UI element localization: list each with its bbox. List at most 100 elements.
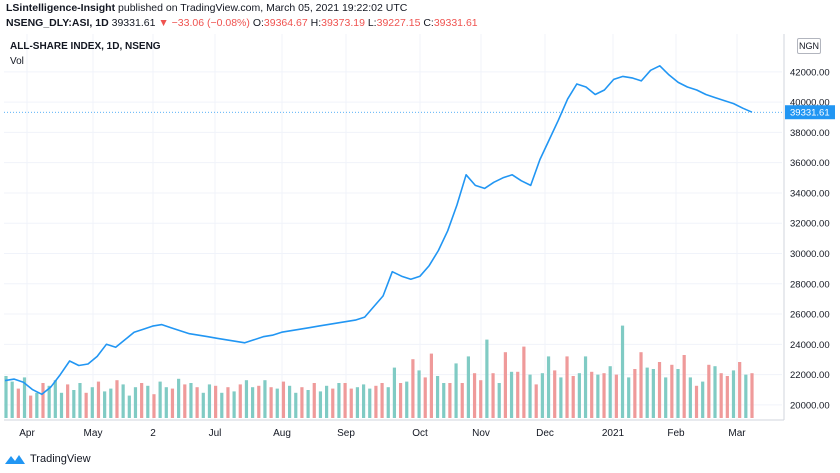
symbol-line: NSENG_DLY:ASI, 1D [6,17,109,29]
volume-bar [361,384,366,418]
volume-bar [633,369,637,418]
volume-bar [343,383,347,418]
volume-bar [398,383,403,418]
x-tick-label: 2 [150,428,156,439]
volume-bar [571,376,575,418]
volume-bar [725,376,729,418]
volume-bar [232,391,236,418]
volume-bar [300,387,304,418]
volume-bar [127,395,131,418]
y-tick-label: 36000.00 [790,158,830,169]
last-price-tag: 39331.61 [790,108,830,119]
volume-bar [355,387,360,418]
volume-bar [454,363,458,418]
close-label: C: [423,17,434,29]
low-label: L: [367,17,377,29]
volume-bar [90,387,94,418]
volume-bar [164,387,168,418]
volume-bar [312,383,316,418]
volume-bar [719,373,723,418]
volume-bar [608,366,612,418]
volume-bar [485,339,489,418]
volume-bar [275,388,279,418]
volume-bar [522,346,526,418]
price-chart[interactable]: 20000.00 22000.00 24000.00 26000.00 28000.00… [0,34,840,454]
volume-bar [29,395,33,418]
volume-legend-label[interactable]: Vol [10,56,24,67]
volume-bar [546,356,551,418]
change-value: ▼ −33.06 (−0.08%) [158,17,250,29]
volume-bar [583,356,588,418]
x-tick-label: Oct [412,428,428,439]
volume-bar [750,373,754,418]
volume-bar [694,385,699,418]
volume-bar [121,384,125,418]
volume-bar [10,381,14,418]
volume-bar [627,377,631,418]
volume-bar [84,392,88,418]
x-tick-label: Apr [19,428,35,439]
volume-bar [281,381,286,418]
volume-bar [670,364,674,418]
volume-bar [368,388,372,418]
volume-bar [411,359,415,418]
volume-bar [688,377,692,418]
volume-bar [503,352,507,418]
y-tick-label: 20000.00 [790,400,830,411]
publisher-name[interactable]: LSintelligence-Insight [6,2,116,14]
high-label: H: [310,17,322,29]
x-tick-label: Feb [667,428,685,439]
open-value: 39364.67 [263,17,308,29]
volume-bar [657,362,662,418]
volume-bar [392,367,397,418]
volume-bar [417,370,421,418]
volume-bar [614,374,618,418]
volume-bar [4,376,8,418]
volume-bar [423,377,427,418]
volume-bar [214,385,218,418]
footer-brand-label: TradingView [30,453,91,465]
y-tick-label: 30000.00 [790,249,830,260]
x-tick-label: 2021 [602,428,625,439]
volume-bar [47,385,51,418]
open-label: O: [252,17,264,29]
footer-brand[interactable]: TradingView [4,452,91,466]
y-tick-label: 38000.00 [790,128,830,139]
volume-bar [534,384,538,418]
currency-badge[interactable]: NGN [797,38,821,54]
volume-bar [374,385,378,418]
volume-bar [251,387,255,418]
chart-legend-title[interactable]: ALL-SHARE INDEX, 1D, NSENG [10,41,161,52]
x-tick-label: Nov [472,428,490,439]
volume-bar [731,370,736,418]
volume-bar [645,367,649,418]
volume-bar [146,385,150,418]
volume-bar [133,387,138,418]
last-price-tag-bg [785,105,835,120]
volume-bar [269,387,273,418]
high-value: 39373.19 [321,17,365,29]
volume-bar [66,384,70,418]
x-tick-label: Jul [209,428,222,439]
volume-bar [651,369,655,418]
y-tick-label: 26000.00 [790,310,830,321]
y-tick-label: 24000.00 [790,340,830,351]
volume-bar [744,374,748,418]
volume-bar [577,373,581,418]
volume-bar [220,392,224,418]
volume-bar [466,356,470,418]
volume-bar [516,371,520,418]
volume-bar [189,383,193,418]
volume-bar [448,383,452,418]
volume-bar [472,373,477,418]
volume-bar [701,381,705,418]
chart-area[interactable]: 20000.00 22000.00 24000.00 26000.00 28000.00… [0,34,840,454]
volume-bar [16,388,20,418]
volume-bar [318,391,323,418]
y-tick-label: 40000.00 [790,98,830,109]
y-tick-label: 22000.00 [790,370,830,381]
published-text: published on TradingView.com, March 05, … [118,2,408,14]
volume-bar [602,373,606,418]
ohlc-line: NSENG_DLY:ASI, 1D 39331.61 ▼ −33.06 (−0.… [6,17,478,29]
volume-bar [596,374,600,418]
